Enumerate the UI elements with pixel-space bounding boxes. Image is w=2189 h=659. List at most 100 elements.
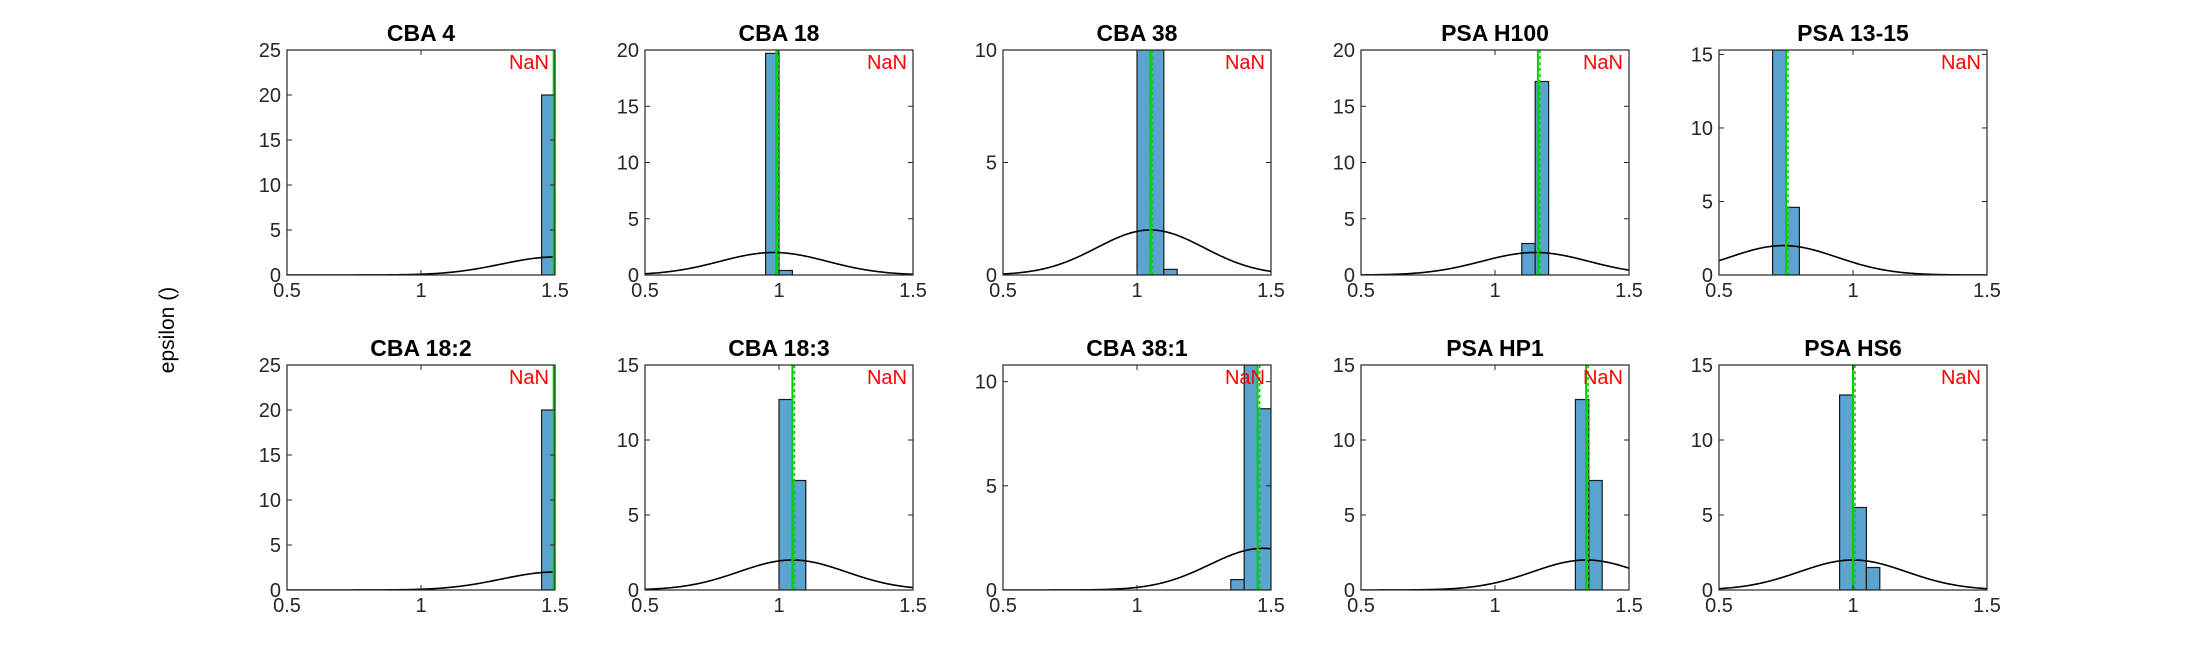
x-tick-label: 0.5 [273,280,301,302]
y-tick-label: 25 [259,40,281,62]
y-tick-label: 15 [617,355,639,377]
nan-annotation: NaN [1583,367,1623,389]
gaussian-curve [1003,229,1271,275]
x-tick-label: 1.5 [1257,280,1285,302]
subplot-3: 0.5 1 1.5 0 5 10 CBA 38 NaN [975,20,1285,302]
histogram-bar-2 [1588,479,1603,590]
y-tick-label: 0 [1344,580,1355,602]
y-tick-label: 20 [259,400,281,422]
y-tick-label: 10 [617,430,639,452]
subplot-title: CBA 4 [387,20,455,46]
x-tick-label: 0.5 [989,280,1017,302]
x-tick-label: 1.5 [541,280,569,302]
x-tick-label: 0.5 [1705,280,1733,302]
plot-area [1361,50,1629,275]
histogram-bar-2 [778,269,793,275]
x-tick-label: 1 [773,280,784,302]
x-tick-label: 1 [1847,280,1858,302]
y-tick-label: 10 [1691,118,1713,140]
subplot-7: 0.5 1 1.5 0 5 10 15 CBA 18:3 NaN [617,335,927,617]
y-tick-label: 20 [259,85,281,107]
x-tick-label: 0.5 [1347,280,1375,302]
y-tick-label: 10 [617,153,639,175]
y-tick-label: 0 [270,265,281,287]
y-tick-label: 15 [617,96,639,118]
x-tick-label: 1 [1131,280,1142,302]
plot-area [1003,365,1271,590]
gaussian-curve [645,559,913,590]
subplot-2: 0.5 1 1.5 0 5 10 15 20 CBA 18 NaN [617,20,927,302]
y-tick-label: 10 [1691,430,1713,452]
axes-box [1360,49,1630,276]
subplot-8: 0.5 1 1.5 0 5 10 CBA 38:1 NaN [975,335,1285,617]
x-tick-label: 1 [415,595,426,617]
plot-area [1719,50,1987,275]
subplot-title: CBA 38 [1097,20,1178,46]
nan-annotation: NaN [1225,367,1265,389]
x-tick-label: 0.5 [1347,595,1375,617]
gaussian-curve [1361,251,1629,275]
y-tick-label: 5 [628,505,639,527]
axes-box [286,49,556,276]
nan-annotation: NaN [509,367,549,389]
subplot-5: 0.5 1 1.5 0 5 10 15 PSA 13-15 NaN [1691,20,2001,302]
x-tick-label: 0.5 [631,280,659,302]
subplot-title: PSA 13-15 [1797,20,1909,46]
histogram-bar-3 [1865,566,1881,590]
plot-area [1003,50,1271,275]
x-tick-label: 1.5 [1257,595,1285,617]
y-tick-label: 10 [259,175,281,197]
y-tick-label: 15 [1691,355,1713,377]
y-tick-label: 0 [628,265,639,287]
y-tick-label: 0 [1702,265,1713,287]
y-tick-label: 0 [986,265,997,287]
histogram-bar-2 [1785,206,1800,275]
histogram-bar-1 [1521,242,1536,275]
plot-area [287,50,555,275]
y-tick-label: 15 [1333,96,1355,118]
y-tick-label: 25 [259,355,281,377]
y-tick-label: 5 [270,535,281,557]
y-tick-label: 15 [1691,44,1713,66]
y-tick-label: 10 [975,40,997,62]
plot-area [645,50,913,275]
x-tick-label: 1 [1847,595,1858,617]
y-tick-label: 5 [1702,505,1713,527]
histogram-bar-1 [1771,50,1787,275]
subplot-title: CBA 18:2 [370,335,471,361]
nan-annotation: NaN [1225,52,1265,74]
x-tick-label: 1.5 [1615,280,1643,302]
y-tick-label: 5 [1702,191,1713,213]
x-tick-label: 1 [1489,595,1500,617]
y-tick-label: 10 [1333,153,1355,175]
subplot-4: 0.5 1 1.5 0 5 10 15 20 PSA H100 NaN [1333,20,1643,302]
nan-annotation: NaN [867,52,907,74]
x-tick-label: 1.5 [1973,280,2001,302]
nan-annotation: NaN [1941,52,1981,74]
y-tick-label: 5 [986,476,997,498]
plot-area [645,365,913,590]
y-tick-label: 5 [270,220,281,242]
histogram-bar-2 [1163,268,1178,275]
histogram-bar-1 [1230,578,1245,590]
x-tick-label: 0.5 [989,595,1017,617]
x-tick-label: 0.5 [631,595,659,617]
y-tick-label: 5 [1344,505,1355,527]
subplot-title: PSA H100 [1441,20,1549,46]
nan-annotation: NaN [867,367,907,389]
y-tick-label: 0 [1702,580,1713,602]
x-tick-label: 1 [773,595,784,617]
y-tick-label: 0 [270,580,281,602]
x-tick-label: 1 [415,280,426,302]
y-tick-label: 15 [1333,355,1355,377]
y-tick-label: 0 [628,580,639,602]
nan-annotation: NaN [1941,367,1981,389]
y-tick-label: 10 [259,490,281,512]
plot-area [287,365,555,590]
nan-annotation: NaN [1583,52,1623,74]
y-tick-label: 0 [1344,265,1355,287]
subplot-9: 0.5 1 1.5 0 5 10 15 PSA HP1 NaN [1333,335,1643,617]
subplot-title: PSA HS6 [1804,335,1902,361]
x-tick-label: 1.5 [899,280,927,302]
